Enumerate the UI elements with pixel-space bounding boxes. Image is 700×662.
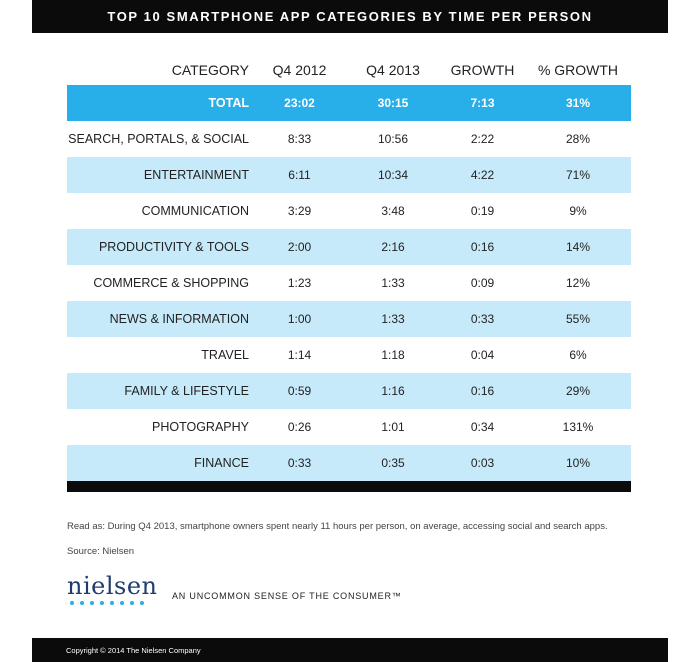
cell-q4-2012: 0:59 xyxy=(253,373,346,409)
cell-q4-2012: 3:29 xyxy=(287,204,312,218)
cell-pct-growth: 31% xyxy=(525,85,631,121)
cell-growth: 7:13 xyxy=(440,85,525,121)
cell-category: ENTERTAINMENT xyxy=(67,157,253,193)
cell-category: FINANCE xyxy=(67,445,253,481)
cell-q4-2013: 1:16 xyxy=(346,373,440,409)
cell-q4-2012: 0:33 xyxy=(253,445,346,481)
cell-pct-growth: 6% xyxy=(569,348,587,362)
cell-growth: 0:19 xyxy=(470,204,495,218)
table-row: TRAVEL 1:14 1:18 0:04 6% xyxy=(67,337,631,373)
cell-q4-2012: 23:02 xyxy=(253,85,346,121)
footer-bar: Copyright © 2014 The Nielsen Company xyxy=(32,638,668,662)
cell-q4-2012: 1:14 xyxy=(287,348,312,362)
cell-growth: 0:16 xyxy=(440,373,525,409)
cell-growth: 0:09 xyxy=(470,276,495,290)
cell-category: NEWS & INFORMATION xyxy=(67,301,253,337)
column-header-q4-2013: Q4 2013 xyxy=(366,62,420,78)
cell-category: COMMUNICATION xyxy=(141,204,249,218)
table-row: COMMERCE & SHOPPING 1:23 1:33 0:09 12% xyxy=(67,265,631,301)
cell-q4-2013: 1:18 xyxy=(381,348,405,362)
cell-q4-2012: 1:23 xyxy=(287,276,312,290)
cell-pct-growth: 131% xyxy=(562,420,594,434)
title-bar: TOP 10 SMARTPHONE APP CATEGORIES BY TIME… xyxy=(32,0,668,33)
cell-growth: 2:22 xyxy=(470,132,495,146)
cell-category: COMMERCE & SHOPPING xyxy=(93,276,249,290)
cell-pct-growth: 28% xyxy=(565,132,591,146)
cell-q4-2013: 1:01 xyxy=(381,420,405,434)
cell-category: FAMILY & LIFESTYLE xyxy=(67,373,253,409)
source-note: Source: Nielsen xyxy=(67,546,135,557)
cell-pct-growth: 10% xyxy=(525,445,631,481)
column-header-q4-2012: Q4 2012 xyxy=(272,62,327,78)
chart-title: TOP 10 SMARTPHONE APP CATEGORIES BY TIME… xyxy=(107,9,593,24)
table-row: FAMILY & LIFESTYLE 0:59 1:16 0:16 29% xyxy=(67,373,631,409)
cell-q4-2013: 3:48 xyxy=(381,204,405,218)
table-end-bar xyxy=(67,481,631,492)
cell-growth: 0:33 xyxy=(440,301,525,337)
cell-growth: 0:04 xyxy=(470,348,495,362)
table-row: SEARCH, PORTALS, & SOCIAL 8:33 10:56 2:22 28… xyxy=(67,121,631,157)
cell-q4-2012: 8:33 xyxy=(287,132,312,146)
cell-growth: 0:03 xyxy=(440,445,525,481)
cell-q4-2013: 0:35 xyxy=(346,445,440,481)
cell-q4-2013: 1:33 xyxy=(346,301,440,337)
column-header-pct-growth: % GROWTH xyxy=(537,62,619,78)
cell-category: PHOTOGRAPHY xyxy=(151,420,249,434)
cell-q4-2012: 1:00 xyxy=(253,301,346,337)
data-table: CATEGORY Q4 2012 Q4 2013 GROWTH % GROWTH… xyxy=(67,55,631,481)
cell-pct-growth: 12% xyxy=(565,276,591,290)
table-row: FINANCE 0:33 0:35 0:03 10% xyxy=(67,445,631,481)
nielsen-logo: nielsen xyxy=(67,574,159,608)
logo-dots xyxy=(67,601,159,605)
table-row: ENTERTAINMENT 6:11 10:34 4:22 71% xyxy=(67,157,631,193)
cell-category: SEARCH, PORTALS, & SOCIAL xyxy=(68,132,249,146)
cell-q4-2012: 0:26 xyxy=(287,420,312,434)
table-row: NEWS & INFORMATION 1:00 1:33 0:33 55% xyxy=(67,301,631,337)
column-header-category: CATEGORY xyxy=(171,62,249,78)
table-row: COMMUNICATION 3:29 3:48 0:19 9% xyxy=(67,193,631,229)
cell-growth: 4:22 xyxy=(440,157,525,193)
logo-wordmark: nielsen xyxy=(67,572,158,600)
table-body: TOTAL 23:02 30:15 7:13 31% SEARCH, PORTALS, &… xyxy=(67,85,631,481)
total-row: TOTAL 23:02 30:15 7:13 31% xyxy=(67,85,631,121)
header-row: CATEGORY Q4 2012 Q4 2013 GROWTH % GROWTH xyxy=(67,55,631,85)
cell-pct-growth: 29% xyxy=(525,373,631,409)
cell-pct-growth: 55% xyxy=(525,301,631,337)
cell-growth: 0:34 xyxy=(470,420,495,434)
cell-q4-2012: 6:11 xyxy=(253,157,346,193)
cell-category: TOTAL xyxy=(67,85,253,121)
cell-q4-2013: 1:33 xyxy=(381,276,405,290)
cell-q4-2013: 10:56 xyxy=(377,132,409,146)
read-as-note: Read as: During Q4 2013, smartphone owne… xyxy=(67,521,608,532)
cell-pct-growth: 9% xyxy=(569,204,587,218)
table-row: PHOTOGRAPHY 0:26 1:01 0:34 131% xyxy=(67,409,631,445)
cell-growth: 0:16 xyxy=(440,229,525,265)
cell-q4-2012: 2:00 xyxy=(253,229,346,265)
cell-pct-growth: 71% xyxy=(525,157,631,193)
column-header-growth: GROWTH xyxy=(450,62,515,78)
brand-tagline: AN UNCOMMON SENSE OF THE CONSUMER™ xyxy=(172,591,402,601)
cell-category: TRAVEL xyxy=(201,348,249,362)
copyright-text: Copyright © 2014 The Nielsen Company xyxy=(66,645,201,655)
cell-q4-2013: 10:34 xyxy=(346,157,440,193)
cell-q4-2013: 30:15 xyxy=(346,85,440,121)
table-row: PRODUCTIVITY & TOOLS 2:00 2:16 0:16 14% xyxy=(67,229,631,265)
cell-category: PRODUCTIVITY & TOOLS xyxy=(67,229,253,265)
cell-pct-growth: 14% xyxy=(525,229,631,265)
cell-q4-2013: 2:16 xyxy=(346,229,440,265)
